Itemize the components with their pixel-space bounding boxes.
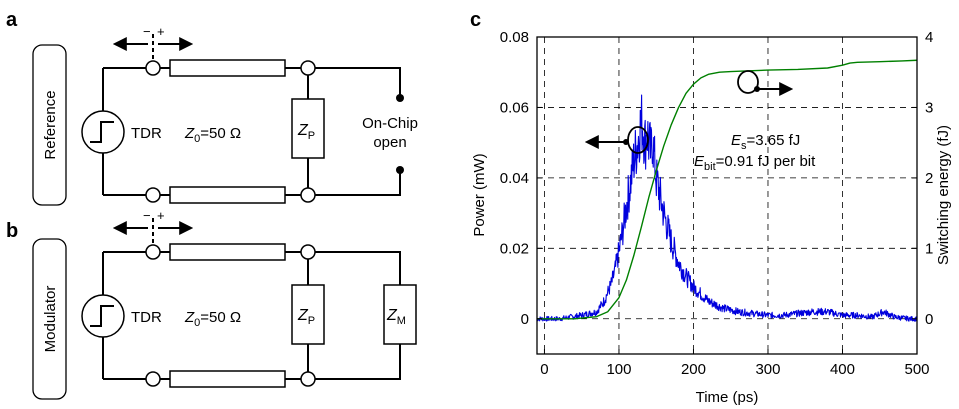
series-energy-line <box>537 59 918 320</box>
tdr-source-symbol <box>81 110 125 154</box>
probe-minus: − <box>143 208 151 223</box>
zm-wire-bottom <box>315 344 401 380</box>
energy-per-bit-annotation: Ebit=0.91 fJ per bit <box>694 153 816 173</box>
indicator-circle <box>737 70 759 94</box>
y-tick-label: 0.02 <box>500 240 529 257</box>
impedance-label: Z0=50 Ω <box>184 125 241 145</box>
chart-panel: c 0 100 200 300 400 500 0 0.02 0.04 0.06 0.08 0 1 2 3 4… <box>470 9 952 406</box>
open-wire-bottom <box>315 170 401 196</box>
panel-label-c: c <box>470 9 481 31</box>
load-label-line2: open <box>373 134 406 151</box>
chart-grid <box>537 37 917 354</box>
chart-ticks: 0 100 200 300 400 500 0 0.02 0.04 0.06 0.08 0 1 2 3 4 <box>500 29 934 378</box>
open-wire-top <box>315 67 401 98</box>
y-tick-label: 0.04 <box>500 170 529 187</box>
transmission-line-top <box>169 243 286 261</box>
side-label-modulator: Modulator <box>42 286 59 353</box>
circuit-b: b Modulator ZP ZM TDR Z0=50 Ω − + <box>6 208 417 400</box>
x-tick-label: 500 <box>904 361 929 378</box>
zp-box <box>291 98 325 159</box>
panel-label-b: b <box>6 220 18 242</box>
x-tick-label: 400 <box>830 361 855 378</box>
energy-switching-annotation: Es=3.65 fJ <box>731 132 800 152</box>
panel-label-a: a <box>6 9 18 31</box>
y2-tick-label: 2 <box>925 170 933 187</box>
step-icon <box>90 121 114 143</box>
terminal-node <box>145 60 161 76</box>
tdr-source-symbol <box>81 294 125 338</box>
terminal-node <box>145 244 161 260</box>
zp-label: ZP <box>297 122 315 142</box>
y2-tick-label: 0 <box>925 311 933 328</box>
x-tick-label: 0 <box>540 361 548 378</box>
probe-plus: + <box>157 208 165 223</box>
zm-label: ZM <box>386 307 406 327</box>
zp-box <box>291 284 325 345</box>
open-terminal-dot <box>396 166 404 174</box>
transmission-line-top <box>169 59 286 77</box>
terminal-node <box>300 371 316 387</box>
y2-tick-label: 3 <box>925 99 933 116</box>
y-tick-label: 0.08 <box>500 29 529 46</box>
transmission-line-bottom <box>169 186 286 204</box>
zm-box <box>383 284 417 345</box>
circuit-a: a Reference ZP TDR Z0=50 Ω On <box>6 9 418 206</box>
step-icon <box>90 305 114 327</box>
right-axis-indicator <box>737 70 794 96</box>
terminal-node <box>300 244 316 260</box>
y2-tick-label: 1 <box>925 240 933 257</box>
terminal-node <box>300 187 316 203</box>
left-axis-indicator <box>584 126 649 154</box>
terminal-node <box>145 371 161 387</box>
impedance-label: Z0=50 Ω <box>184 309 241 329</box>
probe-plus: + <box>157 24 165 39</box>
terminal-node <box>145 187 161 203</box>
zp-label: ZP <box>297 307 315 327</box>
x-tick-label: 300 <box>755 361 780 378</box>
load-label-line1: On-Chip <box>362 115 418 132</box>
y-tick-label: 0.06 <box>500 99 529 116</box>
y2-tick-label: 4 <box>925 29 933 46</box>
zm-wire-top <box>315 251 401 285</box>
side-box-a <box>32 44 67 206</box>
tdr-label: TDR <box>131 125 162 142</box>
y-axis-label: Power (mW) <box>471 153 488 236</box>
tdr-label: TDR <box>131 309 162 326</box>
x-axis-label: Time (ps) <box>696 389 759 406</box>
side-label-reference: Reference <box>42 90 59 159</box>
plot-frame <box>536 36 918 355</box>
y2-axis-label: Switching energy (fJ) <box>935 125 952 265</box>
transmission-line-bottom <box>169 370 286 388</box>
open-terminal-dot <box>396 94 404 102</box>
chart-series-layer <box>536 59 918 322</box>
x-tick-label: 200 <box>681 361 706 378</box>
terminal-node <box>300 60 316 76</box>
y-tick-label: 0 <box>521 311 529 328</box>
probe-minus: − <box>143 24 151 39</box>
series-power-line <box>536 94 918 322</box>
x-tick-label: 100 <box>606 361 631 378</box>
side-box-b <box>32 238 67 400</box>
